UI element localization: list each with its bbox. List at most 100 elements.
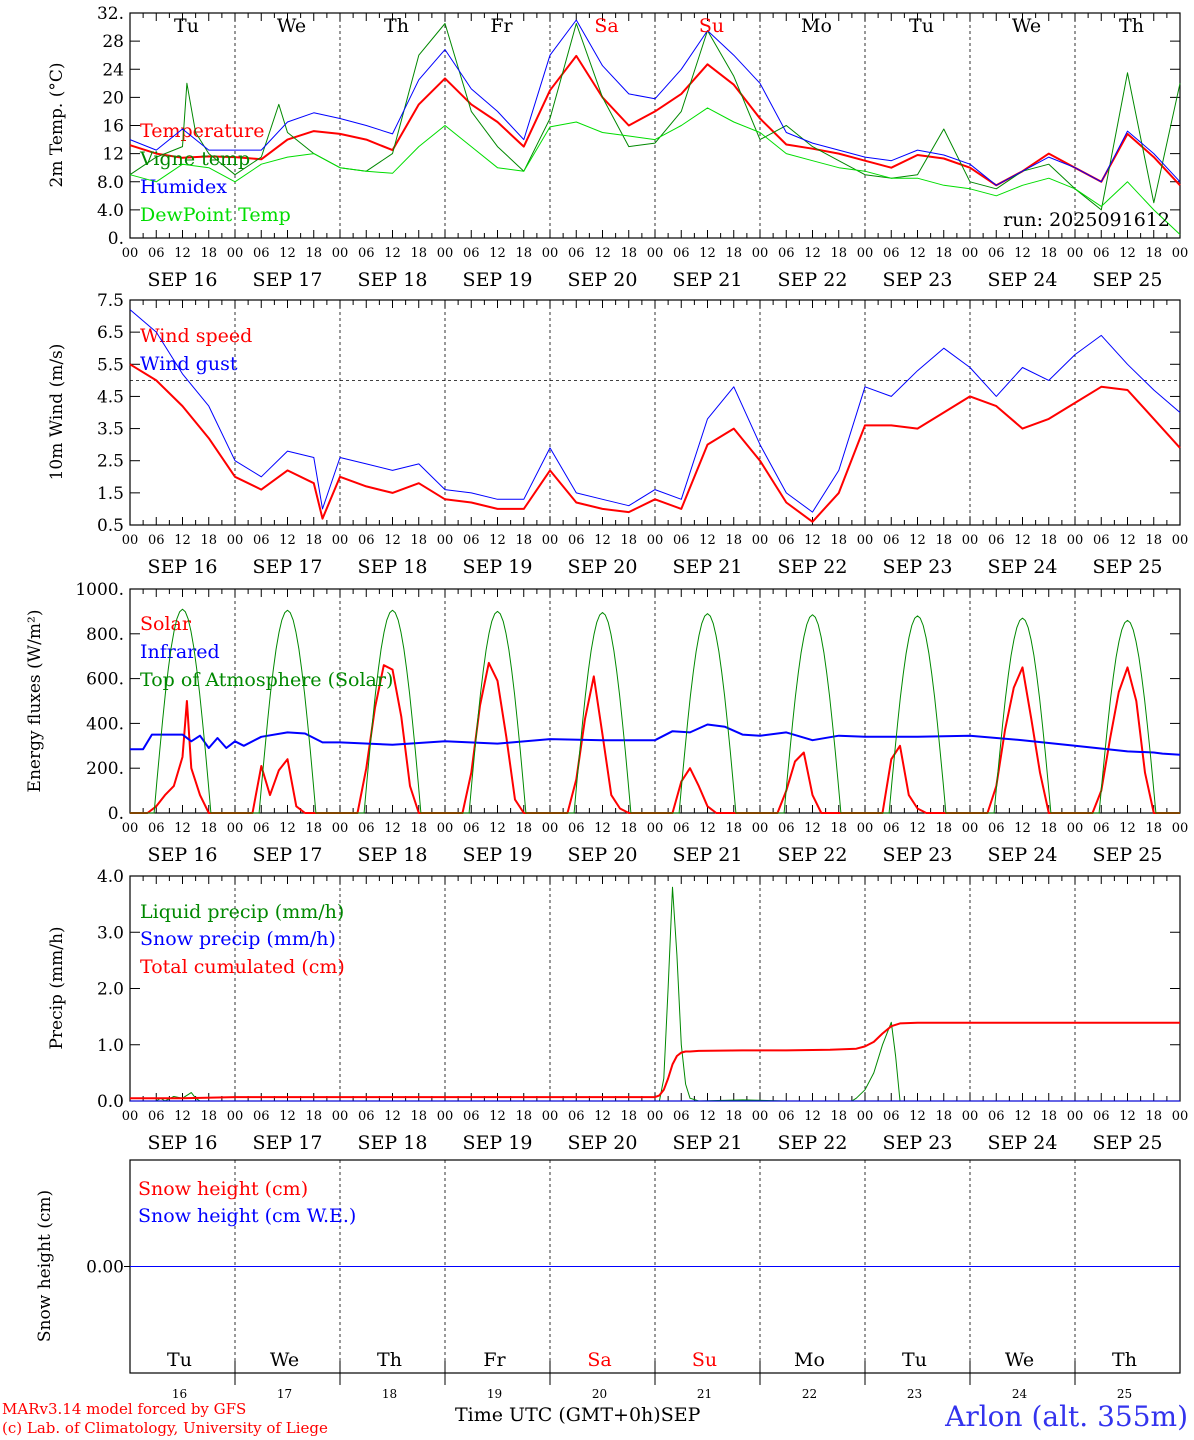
x-hour-label: 12: [1119, 821, 1136, 836]
y-tick-label: 1000.: [75, 580, 124, 600]
x-date-label: SEP 23: [883, 1132, 953, 1154]
x-hour-label: 18: [830, 1109, 847, 1124]
x-hour-label: 06: [1093, 246, 1110, 261]
top-day-label: Tu: [909, 15, 934, 37]
legend-entry: Total cumulated (cm): [140, 956, 345, 978]
x-hour-label: 00: [122, 533, 139, 548]
x-day-number: 17: [277, 1387, 292, 1401]
x-hour-label: 00: [752, 821, 769, 836]
x-hour-label: 00: [227, 1109, 244, 1124]
x-hour-label: 06: [148, 821, 165, 836]
x-date-label: SEP 24: [988, 844, 1058, 866]
x-date-label: SEP 19: [463, 556, 533, 578]
x-hour-label: 12: [174, 533, 191, 548]
x-hour-label: 18: [305, 533, 322, 548]
x-day-number: 22: [802, 1387, 817, 1401]
x-hour-label: 06: [568, 533, 585, 548]
x-date-label: SEP 25: [1093, 1132, 1163, 1154]
x-day-label: Fr: [483, 1349, 506, 1371]
x-hour-label: 00: [1067, 821, 1084, 836]
x-date-label: SEP 20: [568, 844, 638, 866]
y-tick-label: 0.: [108, 229, 124, 249]
x-hour-label: 18: [410, 533, 427, 548]
x-date-label: SEP 22: [778, 556, 848, 578]
series-line-humidex: [129, 19, 1181, 186]
x-day-number: 24: [1012, 1387, 1028, 1401]
top-day-label: Fr: [490, 15, 513, 37]
y-tick-label: 20: [102, 88, 124, 108]
x-hour-label: 06: [883, 246, 900, 261]
x-hour-label: 12: [1014, 533, 1031, 548]
legend-entry: Humidex: [140, 176, 227, 198]
x-hour-label: 00: [437, 533, 454, 548]
x-day-label: Su: [692, 1349, 717, 1371]
x-hour-label: 18: [515, 1109, 532, 1124]
x-day-number: 19: [487, 1387, 502, 1401]
y-tick-label: 800.: [86, 625, 124, 645]
x-hour-label: 06: [568, 246, 585, 261]
x-date-label: SEP 23: [883, 844, 953, 866]
x-hour-label: 18: [1040, 533, 1057, 548]
x-hour-label: 12: [804, 246, 821, 261]
x-hour-label: 00: [1067, 533, 1084, 548]
y-tick-label: 32.: [97, 4, 124, 24]
x-hour-label: 18: [515, 533, 532, 548]
x-hour-label: 00: [857, 246, 874, 261]
y-tick-label: 2.0: [97, 980, 124, 1000]
x-hour-label: 12: [804, 821, 821, 836]
x-hour-label: 18: [515, 821, 532, 836]
x-date-label: SEP 22: [778, 1132, 848, 1154]
x-date-label: SEP 20: [568, 269, 638, 291]
x-hour-label: 18: [830, 533, 847, 548]
x-hour-label: 18: [1040, 821, 1057, 836]
panel-2-frame: [129, 299, 1181, 526]
x-hour-label: 12: [1119, 533, 1136, 548]
x-hour-label: 12: [909, 1109, 926, 1124]
x-hour-label: 18: [620, 246, 637, 261]
legend-entry: Wind gust: [140, 353, 238, 375]
x-hour-label: 18: [1145, 1109, 1162, 1124]
x-day-label: Tu: [902, 1349, 927, 1371]
y-tick-label: 3.0: [97, 923, 124, 943]
top-day-label: We: [277, 15, 306, 37]
x-date-label: SEP 19: [463, 1132, 533, 1154]
x-hour-label: 18: [305, 821, 322, 836]
x-date-label: SEP 22: [778, 269, 848, 291]
x-hour-label: 18: [1145, 246, 1162, 261]
bottom-axis-month: SEP: [660, 1404, 701, 1426]
x-hour-label: 12: [594, 246, 611, 261]
series-line-wind-gust: [129, 309, 1181, 513]
x-hour-label: 00: [332, 821, 349, 836]
y-tick-label: 7.5: [97, 291, 124, 311]
x-day-label: Th: [377, 1349, 402, 1371]
x-hour-label: 00: [1172, 533, 1189, 548]
legend-entry: DewPoint Temp: [140, 204, 291, 226]
x-date-label: SEP 21: [673, 556, 743, 578]
x-hour-label: 12: [384, 821, 401, 836]
x-hour-label: 12: [279, 533, 296, 548]
x-hour-label: 00: [332, 1109, 349, 1124]
x-hour-label: 12: [279, 1109, 296, 1124]
x-hour-label: 00: [647, 533, 664, 548]
series-line-total-cumulated-cm-: [130, 1021, 1180, 1100]
x-hour-label: 00: [542, 533, 559, 548]
series-line-liquid-precip-mm-h-: [130, 886, 1180, 1102]
x-date-label: SEP 18: [358, 1132, 428, 1154]
x-hour-label: 00: [122, 1109, 139, 1124]
x-hour-label: 06: [883, 1109, 900, 1124]
x-hour-label: 00: [437, 246, 454, 261]
x-hour-label: 00: [227, 246, 244, 261]
x-date-label: SEP 21: [673, 269, 743, 291]
x-hour-label: 06: [1093, 821, 1110, 836]
x-day-label: Th: [1112, 1349, 1137, 1371]
x-hour-label: 18: [725, 1109, 742, 1124]
y-tick-label: 16: [102, 117, 124, 137]
x-date-label: SEP 18: [358, 269, 428, 291]
x-hour-label: 06: [1093, 533, 1110, 548]
x-hour-label: 12: [489, 821, 506, 836]
y-tick-label: 600.: [86, 670, 124, 690]
legend-entry: Infrared: [140, 641, 220, 663]
x-hour-label: 00: [647, 1109, 664, 1124]
x-hour-label: 00: [122, 821, 139, 836]
y-tick-label: 0.00: [86, 1258, 124, 1278]
